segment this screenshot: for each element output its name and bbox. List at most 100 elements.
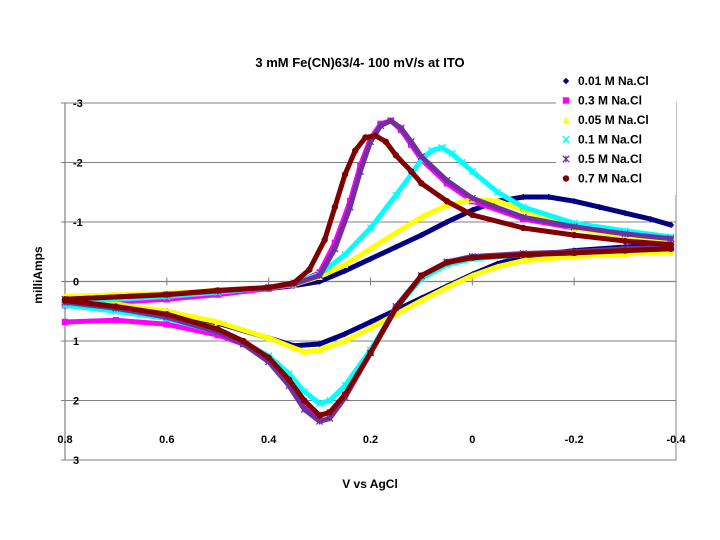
data-point bbox=[443, 284, 451, 291]
data-point bbox=[367, 245, 374, 252]
legend-label: 0.5 M Na.Cl bbox=[578, 152, 642, 166]
data-point bbox=[341, 261, 349, 269]
data-point bbox=[667, 245, 675, 252]
data-point bbox=[469, 211, 476, 219]
data-point bbox=[315, 417, 324, 425]
data-point bbox=[301, 348, 308, 355]
data-point bbox=[331, 245, 339, 253]
x-axis-label: V vs AgCl bbox=[342, 477, 398, 491]
data-point bbox=[392, 229, 400, 236]
data-point bbox=[352, 147, 359, 154]
legend-item: 0.5 M Na.Cl bbox=[562, 152, 642, 166]
legend-label: 0.3 M Na.Cl bbox=[578, 94, 642, 108]
y-tick-label: 3 bbox=[73, 455, 79, 467]
legend-label: 0.7 M Na.Cl bbox=[578, 172, 642, 186]
data-point bbox=[377, 121, 385, 130]
data-point bbox=[427, 146, 436, 155]
data-point bbox=[367, 324, 374, 332]
data-point bbox=[397, 124, 405, 132]
data-point bbox=[570, 223, 578, 231]
data-point bbox=[494, 197, 501, 205]
data-point bbox=[300, 405, 308, 414]
legend-item: 0.1 M Na.Cl bbox=[562, 133, 642, 147]
data-point bbox=[596, 203, 603, 211]
data-point bbox=[387, 117, 395, 125]
data-point bbox=[418, 297, 425, 304]
data-point bbox=[570, 249, 578, 257]
data-point bbox=[621, 230, 629, 238]
legend-marker bbox=[562, 77, 570, 85]
data-point bbox=[265, 354, 272, 361]
data-point bbox=[621, 209, 629, 217]
legend-item: 0.01 M Na.Cl bbox=[562, 74, 649, 88]
data-point bbox=[443, 218, 451, 226]
data-point bbox=[621, 237, 629, 245]
legend-marker bbox=[562, 97, 570, 104]
data-point bbox=[341, 267, 349, 274]
data-point bbox=[366, 138, 375, 146]
data-point bbox=[163, 291, 171, 298]
data-point bbox=[443, 176, 451, 185]
data-point bbox=[392, 243, 400, 251]
data-point bbox=[408, 168, 415, 175]
x-tick-label: -0.2 bbox=[565, 434, 584, 446]
data-point bbox=[326, 396, 334, 405]
data-point bbox=[545, 193, 552, 201]
data-point bbox=[341, 171, 349, 178]
legend-marker bbox=[562, 135, 570, 144]
data-point bbox=[392, 191, 400, 199]
data-point bbox=[520, 206, 527, 214]
data-point bbox=[214, 318, 221, 326]
y-tick-label: 2 bbox=[73, 396, 79, 408]
data-point bbox=[520, 224, 527, 232]
y-tick-label: 1 bbox=[73, 336, 79, 348]
x-tick-label: 0.8 bbox=[57, 434, 72, 446]
data-point bbox=[290, 344, 298, 352]
data-point bbox=[667, 221, 675, 229]
x-tick-label: 0.2 bbox=[363, 434, 378, 446]
data-point bbox=[621, 250, 629, 258]
data-point bbox=[469, 254, 476, 261]
data-point bbox=[112, 316, 120, 324]
series-6 bbox=[61, 132, 675, 419]
data-point bbox=[341, 337, 349, 345]
data-point bbox=[438, 143, 446, 152]
data-point bbox=[290, 279, 298, 286]
data-point bbox=[570, 231, 578, 239]
data-point bbox=[316, 340, 323, 348]
data-point bbox=[265, 284, 272, 291]
y-tick-label: -3 bbox=[73, 98, 83, 110]
data-point bbox=[316, 346, 323, 354]
data-point bbox=[469, 272, 476, 279]
y-tick-label: -2 bbox=[73, 158, 83, 170]
legend-marker bbox=[562, 175, 570, 182]
data-point bbox=[494, 188, 502, 196]
data-point bbox=[163, 296, 171, 303]
data-point bbox=[367, 349, 374, 357]
legend-item: 0.05 M Na.Cl bbox=[562, 113, 649, 127]
data-point bbox=[392, 305, 400, 312]
data-point bbox=[61, 318, 69, 326]
data-point bbox=[519, 203, 527, 211]
legend-background bbox=[556, 74, 676, 195]
x-tick-label: -0.4 bbox=[667, 434, 687, 446]
data-point bbox=[647, 215, 654, 223]
data-point bbox=[468, 194, 476, 202]
data-point bbox=[519, 213, 527, 221]
data-point bbox=[392, 152, 400, 159]
y-axis-label: milliAmps bbox=[31, 246, 45, 304]
data-point bbox=[418, 272, 425, 279]
data-point bbox=[372, 132, 379, 139]
data-point bbox=[367, 318, 374, 326]
data-point bbox=[520, 257, 527, 264]
y-tick-label: 0 bbox=[73, 277, 79, 289]
data-point bbox=[362, 134, 369, 141]
data-point bbox=[356, 167, 364, 176]
data-point bbox=[418, 214, 425, 221]
data-point bbox=[326, 409, 333, 416]
data-point bbox=[520, 193, 527, 201]
data-point bbox=[520, 251, 527, 258]
data-point bbox=[366, 224, 375, 232]
data-point bbox=[341, 330, 349, 338]
